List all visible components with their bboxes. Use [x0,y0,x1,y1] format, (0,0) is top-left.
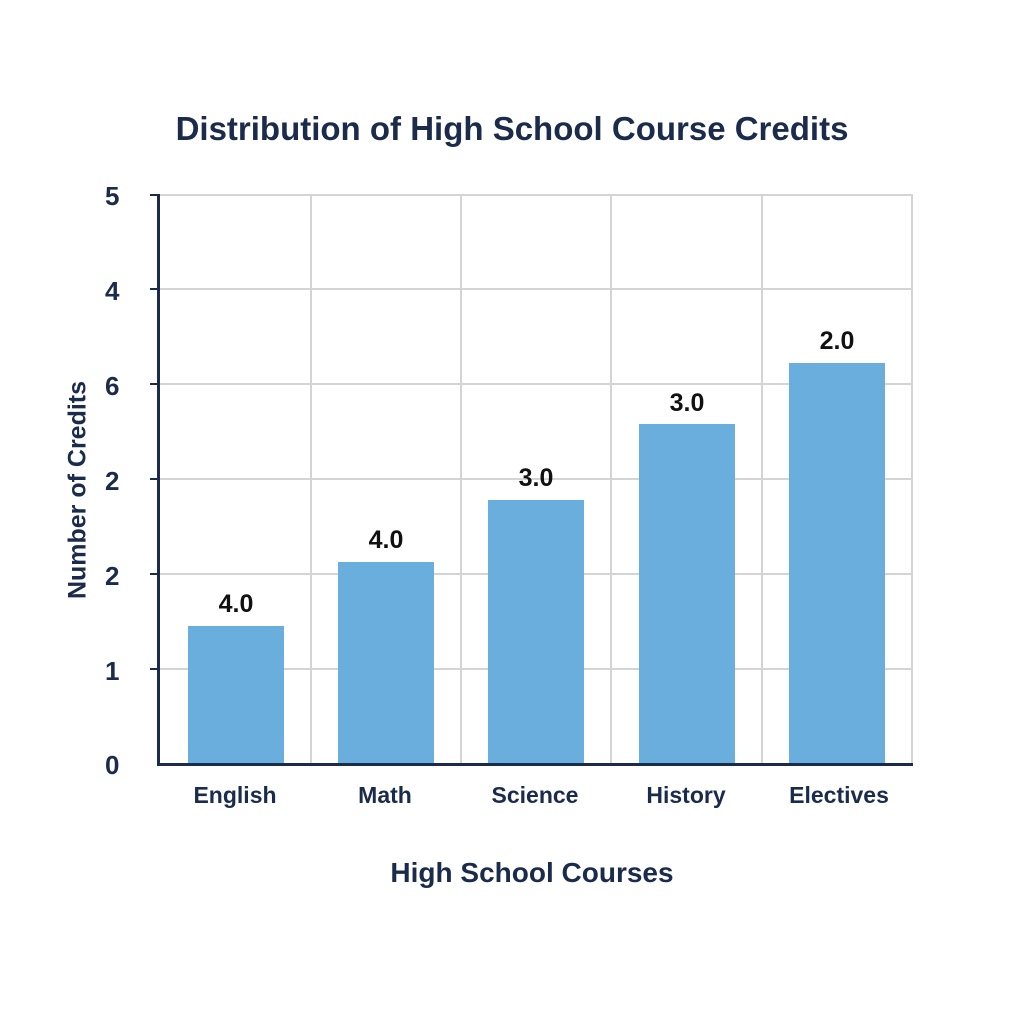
y-tick-label: 5 [105,181,120,211]
y-tick [150,288,158,290]
chart-title: Distribution of High School Course Credi… [175,110,849,147]
y-tick-label: 6 [105,371,120,401]
y-tick [150,478,158,480]
bar-electives[interactable] [789,363,885,764]
x-axis-title: High School Courses [390,857,674,888]
y-tick-label: 2 [105,561,120,591]
gridline [911,194,913,764]
y-tick [150,573,158,575]
bar-science[interactable] [488,500,584,764]
bar-value-label: 2.0 [819,327,855,355]
y-tick-label: 0 [105,750,120,780]
bar-history[interactable] [639,424,735,764]
gridline [761,194,763,764]
x-tick-label: Electives [789,782,889,808]
bar-math[interactable] [338,562,434,764]
gridline [460,194,462,764]
y-tick [150,668,158,670]
y-axis-title: Number of Credits [63,380,92,600]
y-axis-line [157,194,160,764]
y-tick [150,383,158,385]
x-tick-label: History [646,782,726,808]
bar-value-label: 4.0 [368,526,404,554]
gridline [157,288,913,290]
y-tick-label: 1 [105,656,120,686]
gridline [610,194,612,764]
x-axis-line [157,763,913,766]
x-tick-label: Science [491,782,579,808]
bar-value-label: 3.0 [518,464,554,492]
y-tick-label: 2 [105,466,120,496]
bar-value-label: 3.0 [669,389,705,417]
plot-area: 4.0 4.0 3.0 3.0 2.0 [150,194,913,766]
gridline [157,194,913,196]
y-tick [150,194,158,196]
bar-english[interactable] [188,626,284,764]
x-tick-label: English [193,782,277,808]
x-tick-label: Math [358,782,412,808]
y-tick-label: 4 [105,276,120,306]
gridline [310,194,312,764]
gridline [157,383,913,385]
bar-value-label: 4.0 [218,590,254,618]
gridline [157,478,913,480]
